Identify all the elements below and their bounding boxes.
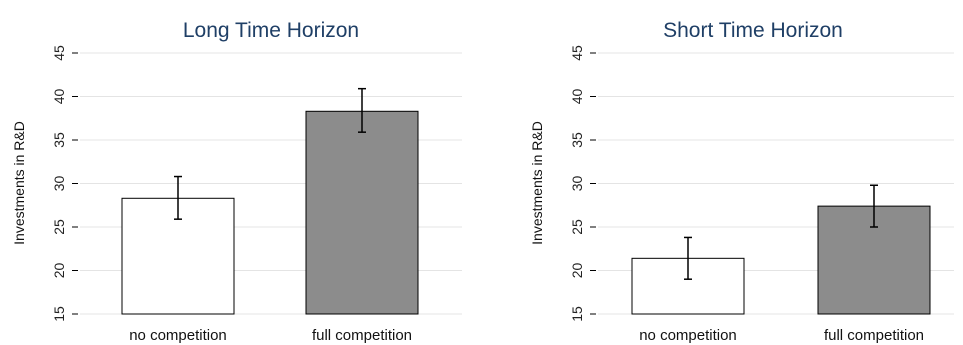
- bars: [631, 205, 931, 315]
- chart-title: Short Time Horizon: [663, 19, 843, 42]
- y-tick-label: 20: [51, 263, 67, 279]
- y-tick-label: 25: [51, 219, 67, 235]
- bars: [121, 110, 419, 315]
- error-bar: [174, 175, 182, 220]
- chart-short-time-horizon: Short Time Horizon Investments in R&D 15…: [529, 19, 954, 344]
- y-tick-label: 35: [51, 132, 67, 148]
- chart-title: Long Time Horizon: [183, 19, 359, 42]
- y-tick-label: 45: [569, 45, 585, 61]
- chart-long-time-horizon: Long Time Horizon Investments in R&D 15 2…: [11, 19, 462, 344]
- category-label: full competition: [824, 327, 924, 344]
- y-ticks: 15 20 25 30 35 40 45: [51, 45, 78, 322]
- y-tick-label: 35: [569, 132, 585, 148]
- bar-full-competition: [305, 110, 419, 315]
- y-ticks: 15 20 25 30 35 40 45: [569, 45, 596, 322]
- y-tick-label: 40: [569, 89, 585, 105]
- category-label: no competition: [129, 327, 227, 344]
- category-labels: no competition full competition: [129, 327, 412, 344]
- error-bars: [684, 184, 878, 280]
- y-axis-label: Investments in R&D: [11, 121, 27, 245]
- y-tick-label: 15: [51, 306, 67, 322]
- category-labels: no competition full competition: [639, 327, 924, 344]
- error-bar: [358, 87, 366, 133]
- y-tick-label: 45: [51, 45, 67, 61]
- error-bars: [174, 87, 366, 220]
- y-tick-label: 25: [569, 219, 585, 235]
- y-tick-label: 30: [51, 176, 67, 192]
- y-tick-label: 30: [569, 176, 585, 192]
- y-axis-label: Investments in R&D: [529, 121, 545, 245]
- y-tick-label: 15: [569, 306, 585, 322]
- y-tick-label: 20: [569, 263, 585, 279]
- error-bar: [684, 236, 692, 280]
- error-bar: [870, 184, 878, 228]
- category-label: no competition: [639, 327, 737, 344]
- y-tick-label: 40: [51, 89, 67, 105]
- category-label: full competition: [312, 327, 412, 344]
